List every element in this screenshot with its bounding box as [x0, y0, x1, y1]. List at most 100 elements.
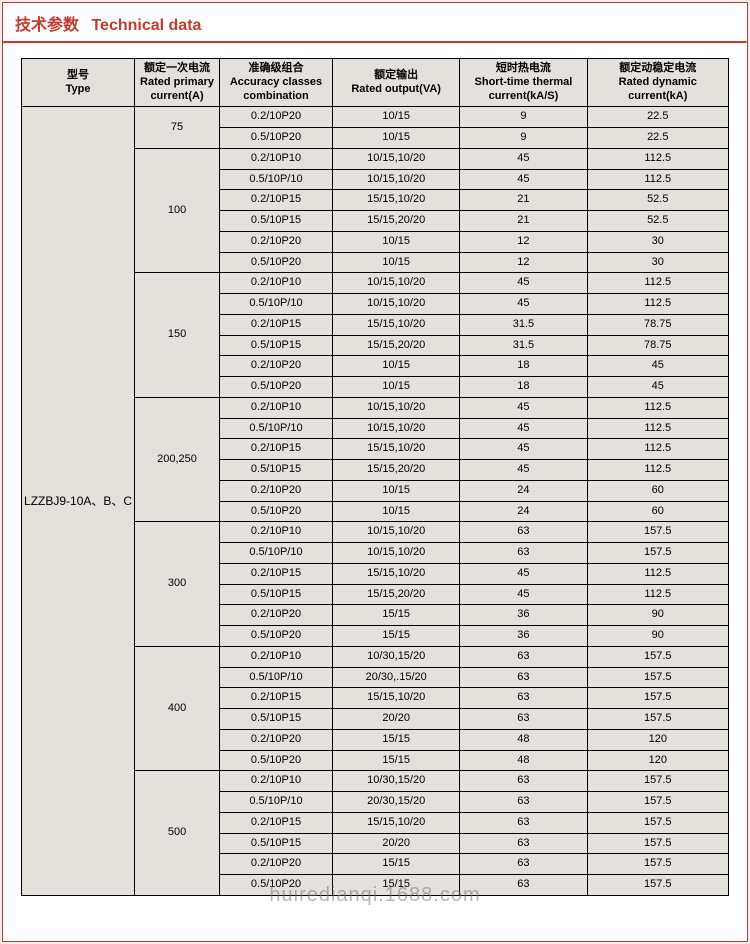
table-row: LZZBJ9-10A、B、C750.2/10P2010/15922.5	[22, 107, 729, 128]
accuracy-cell: 0.2/10P10	[219, 771, 332, 792]
shorttime-cell: 31.5	[460, 335, 587, 356]
shorttime-cell: 45	[460, 418, 587, 439]
output-cell: 10/30,15/20	[333, 771, 460, 792]
shorttime-cell: 63	[460, 646, 587, 667]
shorttime-cell: 24	[460, 480, 587, 501]
shorttime-cell: 63	[460, 833, 587, 854]
output-cell: 10/15,10/20	[333, 294, 460, 315]
dynamic-cell: 60	[587, 480, 728, 501]
type-cell: LZZBJ9-10A、B、C	[22, 107, 135, 896]
shorttime-cell: 63	[460, 522, 587, 543]
shorttime-cell: 45	[460, 169, 587, 190]
header-cn: 额定动稳定电流	[590, 62, 726, 76]
shorttime-cell: 45	[460, 148, 587, 169]
output-cell: 10/15	[333, 356, 460, 377]
header-cn: 额定输出	[335, 69, 457, 83]
column-header: 额定一次电流Rated primary current(A)	[135, 59, 220, 107]
dynamic-cell: 112.5	[587, 439, 728, 460]
shorttime-cell: 12	[460, 231, 587, 252]
column-header: 额定动稳定电流Rated dynamic current(kA)	[587, 59, 728, 107]
primary-current-cell: 100	[135, 148, 220, 273]
accuracy-cell: 0.2/10P20	[219, 107, 332, 128]
shorttime-cell: 48	[460, 750, 587, 771]
dynamic-cell: 112.5	[587, 563, 728, 584]
dynamic-cell: 157.5	[587, 688, 728, 709]
primary-current-cell: 400	[135, 646, 220, 771]
shorttime-cell: 63	[460, 543, 587, 564]
column-header: 型号Type	[22, 59, 135, 107]
dynamic-cell: 45	[587, 356, 728, 377]
dynamic-cell: 90	[587, 605, 728, 626]
accuracy-cell: 0.2/10P10	[219, 522, 332, 543]
accuracy-cell: 0.5/10P/10	[219, 418, 332, 439]
shorttime-cell: 24	[460, 501, 587, 522]
accuracy-cell: 0.5/10P15	[219, 709, 332, 730]
shorttime-cell: 36	[460, 605, 587, 626]
accuracy-cell: 0.2/10P20	[219, 480, 332, 501]
shorttime-cell: 63	[460, 792, 587, 813]
shorttime-cell: 18	[460, 356, 587, 377]
shorttime-cell: 21	[460, 190, 587, 211]
column-header: 准确级组合Accuracy classes combination	[219, 59, 332, 107]
header-cn: 短时热电流	[462, 62, 584, 76]
primary-current-cell: 300	[135, 522, 220, 647]
dynamic-cell: 157.5	[587, 854, 728, 875]
column-header: 短时热电流Short-time thermal current(kA/S)	[460, 59, 587, 107]
title-row: 技术参数 Technical data	[3, 7, 747, 41]
header-cn: 额定一次电流	[137, 62, 217, 76]
accuracy-cell: 0.5/10P15	[219, 335, 332, 356]
shorttime-cell: 45	[460, 439, 587, 460]
shorttime-cell: 63	[460, 709, 587, 730]
dynamic-cell: 157.5	[587, 833, 728, 854]
accuracy-cell: 0.2/10P20	[219, 605, 332, 626]
dynamic-cell: 22.5	[587, 128, 728, 149]
dynamic-cell: 112.5	[587, 169, 728, 190]
output-cell: 10/15	[333, 501, 460, 522]
shorttime-cell: 45	[460, 563, 587, 584]
accuracy-cell: 0.5/10P20	[219, 875, 332, 896]
primary-current-cell: 75	[135, 107, 220, 149]
output-cell: 10/15,10/20	[333, 148, 460, 169]
output-cell: 10/15,10/20	[333, 273, 460, 294]
output-cell: 20/20	[333, 833, 460, 854]
output-cell: 10/15	[333, 231, 460, 252]
primary-current-cell: 200,250	[135, 397, 220, 522]
output-cell: 10/15	[333, 128, 460, 149]
accuracy-cell: 0.5/10P15	[219, 211, 332, 232]
output-cell: 15/15	[333, 750, 460, 771]
dynamic-cell: 22.5	[587, 107, 728, 128]
shorttime-cell: 48	[460, 729, 587, 750]
dynamic-cell: 78.75	[587, 335, 728, 356]
shorttime-cell: 63	[460, 688, 587, 709]
accuracy-cell: 0.5/10P/10	[219, 169, 332, 190]
dynamic-cell: 157.5	[587, 543, 728, 564]
dynamic-cell: 52.5	[587, 211, 728, 232]
output-cell: 15/15	[333, 854, 460, 875]
output-cell: 10/15,10/20	[333, 543, 460, 564]
accuracy-cell: 0.2/10P15	[219, 812, 332, 833]
dynamic-cell: 52.5	[587, 190, 728, 211]
header-en: Rated dynamic current(kA)	[590, 76, 726, 104]
accuracy-cell: 0.2/10P10	[219, 646, 332, 667]
output-cell: 20/30,.15/20	[333, 667, 460, 688]
shorttime-cell: 45	[460, 294, 587, 315]
output-cell: 20/20	[333, 709, 460, 730]
accuracy-cell: 0.2/10P15	[219, 688, 332, 709]
dynamic-cell: 157.5	[587, 522, 728, 543]
accuracy-cell: 0.2/10P15	[219, 439, 332, 460]
shorttime-cell: 63	[460, 875, 587, 896]
dynamic-cell: 45	[587, 377, 728, 398]
shorttime-cell: 9	[460, 107, 587, 128]
accuracy-cell: 0.5/10P20	[219, 252, 332, 273]
output-cell: 15/15,10/20	[333, 190, 460, 211]
shorttime-cell: 63	[460, 854, 587, 875]
dynamic-cell: 78.75	[587, 314, 728, 335]
dynamic-cell: 112.5	[587, 460, 728, 481]
dynamic-cell: 112.5	[587, 397, 728, 418]
dynamic-cell: 120	[587, 750, 728, 771]
primary-current-cell: 500	[135, 771, 220, 896]
output-cell: 15/15,10/20	[333, 812, 460, 833]
accuracy-cell: 0.5/10P15	[219, 833, 332, 854]
accuracy-cell: 0.2/10P20	[219, 854, 332, 875]
shorttime-cell: 12	[460, 252, 587, 273]
